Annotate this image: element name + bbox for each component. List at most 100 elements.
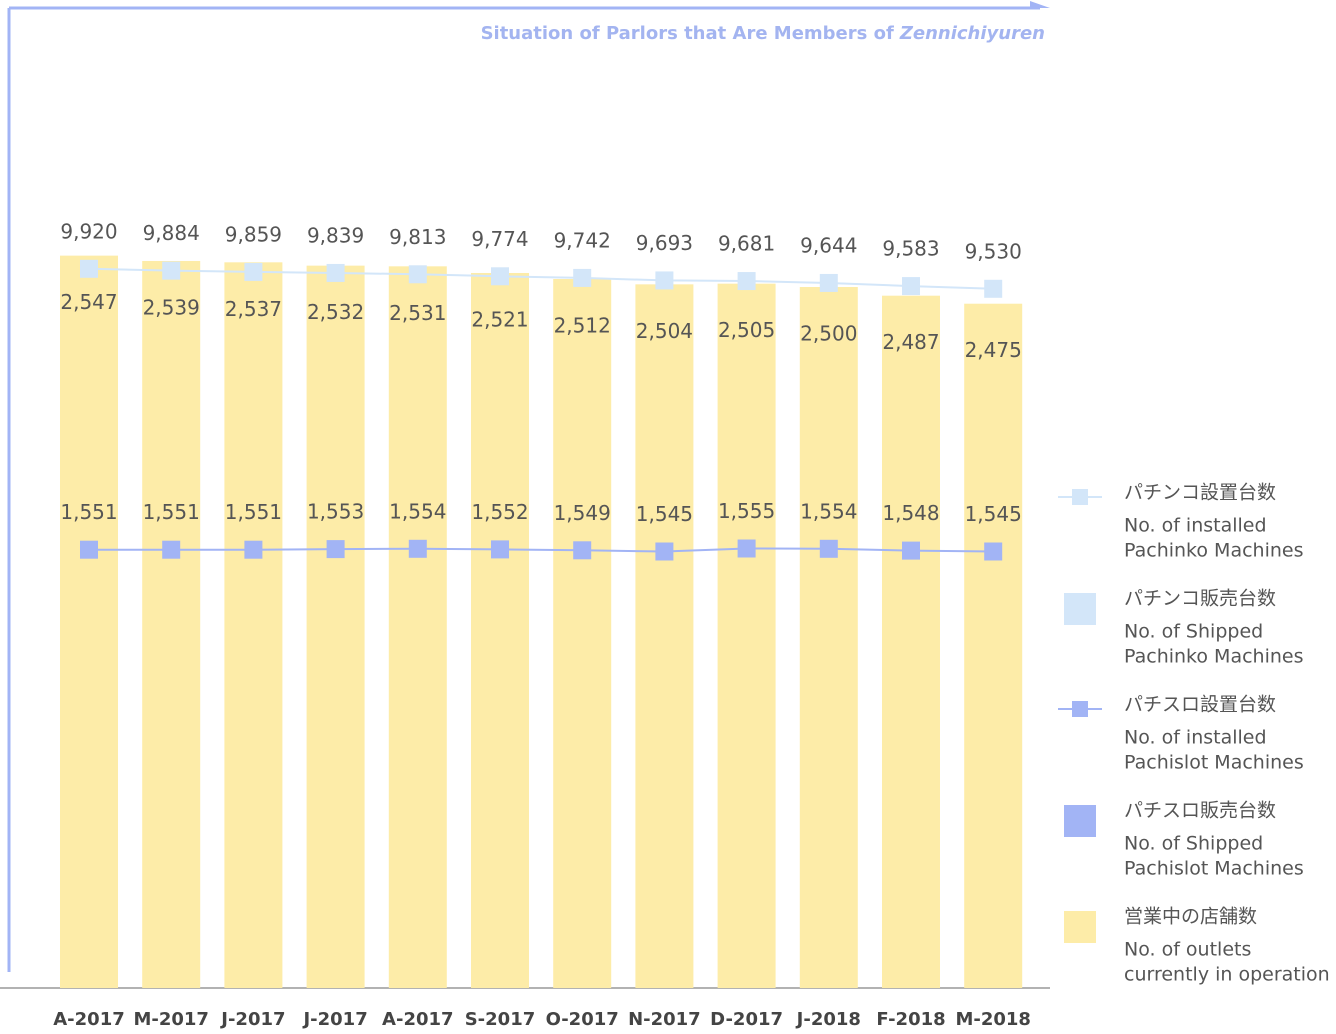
x-tick-label: A-2017 xyxy=(382,1009,454,1030)
legend-label-en: No. of Shipped xyxy=(1124,833,1263,855)
point xyxy=(655,271,674,290)
point xyxy=(984,542,1003,561)
bar xyxy=(964,303,1023,988)
frame-arrow xyxy=(1030,1,1050,8)
point-label: 9,813 xyxy=(389,225,446,249)
point xyxy=(655,542,674,561)
bar-label: 2,504 xyxy=(636,319,693,343)
legend-label-en: Pachinko Machines xyxy=(1124,646,1303,668)
point xyxy=(819,273,838,292)
legend-label-en: No. of installed xyxy=(1124,515,1267,537)
bar xyxy=(142,260,201,988)
legend-label: パチンコ設置台数 xyxy=(1124,482,1276,504)
legend-label-en: Pachinko Machines xyxy=(1124,540,1303,562)
point-label: 9,742 xyxy=(554,228,611,252)
point xyxy=(408,265,427,284)
point-label: 9,839 xyxy=(307,223,364,247)
legend-marker xyxy=(1064,911,1096,943)
point xyxy=(244,540,263,559)
bar xyxy=(717,283,776,989)
bar-label: 2,547 xyxy=(60,290,117,314)
point-label: 9,920 xyxy=(60,219,117,243)
point-label: 1,551 xyxy=(225,500,282,524)
point-label: 9,530 xyxy=(965,239,1022,263)
bar xyxy=(882,295,940,988)
point xyxy=(408,539,427,558)
legend-label-en: Pachislot Machines xyxy=(1124,858,1304,880)
legend-label: パチンコ販売台数 xyxy=(1124,588,1276,610)
point-label: 9,884 xyxy=(143,221,200,245)
point-label: 1,555 xyxy=(718,499,775,523)
x-tick-label: M-2018 xyxy=(955,1009,1030,1030)
point-label: 9,681 xyxy=(718,232,775,256)
point-label: 1,545 xyxy=(636,502,693,526)
point-label: 1,554 xyxy=(800,499,857,523)
point-label: 1,554 xyxy=(389,499,446,523)
x-tick-label: J-2018 xyxy=(795,1009,861,1030)
point xyxy=(573,541,592,560)
point xyxy=(573,268,592,287)
bar-label: 2,475 xyxy=(965,338,1022,362)
point xyxy=(819,539,838,558)
x-tick-label: F-2018 xyxy=(876,1009,945,1030)
bar xyxy=(60,255,118,989)
point-label: 1,545 xyxy=(965,502,1022,526)
point-label: 1,551 xyxy=(143,500,200,524)
point xyxy=(326,540,345,559)
bar xyxy=(224,262,283,988)
point xyxy=(162,540,181,559)
x-tick-label: N-2017 xyxy=(628,1009,701,1030)
point-label: 9,583 xyxy=(882,237,939,261)
point-label: 1,549 xyxy=(554,501,611,525)
bar-label: 2,532 xyxy=(307,300,364,324)
point-label: 9,859 xyxy=(225,222,282,246)
legend-marker xyxy=(1072,701,1088,717)
bar xyxy=(635,284,694,989)
legend-marker xyxy=(1064,805,1096,837)
bar-label: 2,487 xyxy=(882,330,939,354)
point xyxy=(984,279,1003,298)
bar-label: 2,531 xyxy=(389,301,446,325)
bar-label: 2,512 xyxy=(554,314,611,338)
x-tick-label: D-2017 xyxy=(710,1009,783,1030)
bar xyxy=(388,266,447,988)
x-tick-label: J-2017 xyxy=(219,1009,285,1030)
point xyxy=(902,277,920,296)
bar xyxy=(471,272,529,988)
chart-title: Situation of Parlors that Are Members of… xyxy=(481,23,1045,44)
point-label: 9,693 xyxy=(636,231,693,255)
point xyxy=(80,259,98,278)
x-tick-label: A-2017 xyxy=(53,1009,125,1030)
point-label: 1,551 xyxy=(60,500,117,524)
legend-marker xyxy=(1064,593,1096,625)
point xyxy=(162,261,181,280)
legend-label-en: currently in operation xyxy=(1124,964,1330,986)
x-tick-label: S-2017 xyxy=(465,1009,536,1030)
bar-label: 2,537 xyxy=(225,297,282,321)
legend-label: パチスロ販売台数 xyxy=(1124,800,1276,822)
point-label: 9,774 xyxy=(471,227,528,251)
x-tick-label: O-2017 xyxy=(546,1009,619,1030)
point xyxy=(326,263,345,282)
point-label: 1,552 xyxy=(471,500,528,524)
point xyxy=(491,540,509,559)
legend-label: 営業中の店舗数 xyxy=(1124,906,1257,928)
point xyxy=(902,541,920,560)
bar xyxy=(799,287,858,988)
point-label: 9,644 xyxy=(800,233,857,257)
legend-label-en: No. of installed xyxy=(1124,727,1267,749)
line xyxy=(89,547,994,553)
bar xyxy=(306,265,365,988)
point xyxy=(491,267,509,286)
legend-label-en: No. of Shipped xyxy=(1124,621,1263,643)
legend-label-en: Pachislot Machines xyxy=(1124,752,1304,774)
bar xyxy=(553,279,612,988)
bar-label: 2,500 xyxy=(800,322,857,346)
x-tick-label: J-2017 xyxy=(301,1009,367,1030)
x-tick-label: M-2017 xyxy=(133,1009,208,1030)
bar-label: 2,505 xyxy=(718,318,775,342)
point xyxy=(80,540,98,559)
point-label: 1,553 xyxy=(307,500,364,524)
legend-marker xyxy=(1072,489,1088,505)
